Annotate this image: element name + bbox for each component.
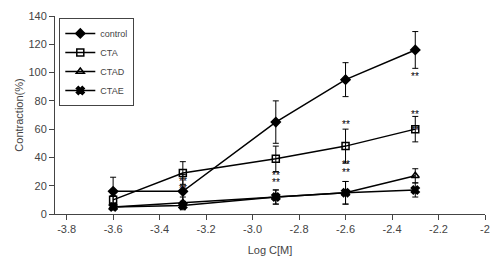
- svg-text:-3.8: -3.8: [57, 223, 76, 235]
- svg-text:140: 140: [28, 10, 46, 22]
- svg-text:-2: -2: [480, 223, 490, 235]
- svg-text:60: 60: [35, 123, 47, 135]
- svg-text:-2.8: -2.8: [290, 223, 309, 235]
- svg-text:**: **: [411, 109, 419, 120]
- svg-text:20: 20: [35, 180, 47, 192]
- svg-text:0: 0: [41, 208, 47, 220]
- svg-text:80: 80: [35, 95, 47, 107]
- svg-text:40: 40: [35, 151, 47, 163]
- svg-text:**: **: [342, 159, 350, 170]
- svg-text:**: **: [411, 125, 419, 136]
- svg-text:-2.2: -2.2: [429, 223, 448, 235]
- svg-text:-3.0: -3.0: [243, 223, 262, 235]
- svg-text:CTAD: CTAD: [100, 67, 124, 77]
- svg-text:**: **: [342, 167, 350, 178]
- svg-text:-3.4: -3.4: [150, 223, 169, 235]
- svg-text:Log C[M]: Log C[M]: [248, 244, 293, 256]
- svg-text:**: **: [411, 71, 419, 82]
- svg-text:**: **: [179, 176, 187, 187]
- svg-text:-3.2: -3.2: [197, 223, 216, 235]
- svg-text:-3.6: -3.6: [104, 223, 123, 235]
- svg-text:CTAE: CTAE: [100, 86, 123, 96]
- svg-text:**: **: [272, 177, 280, 188]
- svg-text:-2.6: -2.6: [336, 223, 355, 235]
- svg-text:**: **: [272, 170, 280, 181]
- svg-text:120: 120: [28, 38, 46, 50]
- svg-text:CTA: CTA: [100, 48, 117, 58]
- svg-text:-2.4: -2.4: [383, 223, 402, 235]
- svg-text:100: 100: [28, 66, 46, 78]
- svg-text:**: **: [179, 183, 187, 194]
- svg-text:Contraction(%): Contraction(%): [13, 78, 25, 151]
- svg-text:control: control: [100, 29, 127, 39]
- svg-text:**: **: [342, 119, 350, 130]
